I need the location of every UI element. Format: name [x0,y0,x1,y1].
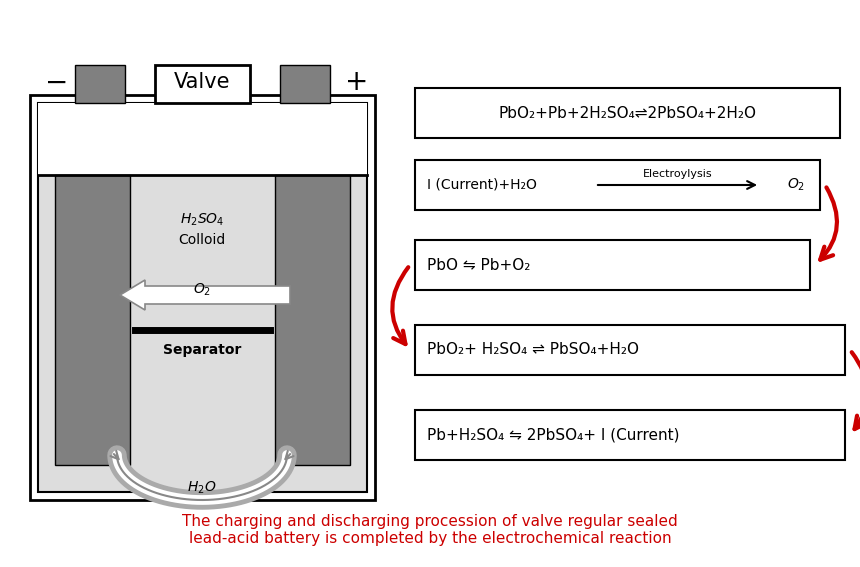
Bar [30,95,375,500]
Text: Pb+H₂SO₄ ⇋ 2PbSO₄+ I (Current): Pb+H₂SO₄ ⇋ 2PbSO₄+ I (Current) [427,428,679,442]
Bar [415,240,810,290]
Bar [280,65,330,103]
Text: PbO₂+Pb+2H₂SO₄⇌2PbSO₄+2H₂O: PbO₂+Pb+2H₂SO₄⇌2PbSO₄+2H₂O [499,105,757,121]
Bar [155,65,250,103]
Text: I (Current)+H₂O: I (Current)+H₂O [427,178,537,192]
Text: $H_2SO_4$: $H_2SO_4$ [180,212,224,228]
Text: Electroylysis: Electroylysis [642,169,712,179]
Text: $O_2$: $O_2$ [193,282,211,298]
Bar [415,88,840,138]
Bar [415,410,845,460]
FancyArrow shape [120,280,290,310]
Text: PbO₂+ H₂SO₄ ⇌ PbSO₄+H₂O: PbO₂+ H₂SO₄ ⇌ PbSO₄+H₂O [427,342,639,358]
Bar [55,175,130,465]
Text: Separator: Separator [163,343,241,357]
Text: $-$: $-$ [44,68,66,96]
Text: The charging and discharging procession of valve regular sealed
lead-acid batter: The charging and discharging procession … [182,514,678,546]
Bar [38,103,367,175]
Bar [38,103,367,492]
Bar [415,325,845,375]
Bar [75,65,125,103]
Text: PbO ⇋ Pb+O₂: PbO ⇋ Pb+O₂ [427,257,531,273]
Text: Valve: Valve [174,72,230,92]
Text: $O_2$: $O_2$ [787,177,805,193]
Bar [275,175,350,465]
Text: Colloid: Colloid [178,233,225,247]
Bar [415,160,820,210]
Text: $+$: $+$ [344,68,366,96]
Text: $H_2O$: $H_2O$ [187,480,217,496]
